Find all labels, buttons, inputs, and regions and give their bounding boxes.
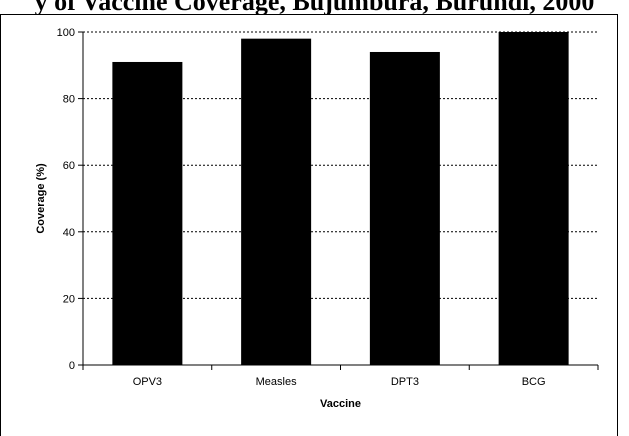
x-tick-label: Measles xyxy=(256,376,297,388)
bars xyxy=(112,32,569,365)
y-tick-label: 0 xyxy=(69,360,75,372)
chart-frame xyxy=(0,14,618,436)
tick-labels: 0 20 40 60 80 100 OPV3 Measles DPT3 BCG xyxy=(57,27,546,388)
y-axis-title: Coverage (%) xyxy=(35,163,47,234)
bar xyxy=(112,61,183,365)
bar xyxy=(498,32,569,365)
y-tick-label: 80 xyxy=(63,94,75,106)
y-tick-label: 20 xyxy=(63,293,75,305)
bar xyxy=(241,38,312,365)
chart-title-fragment: y of Vaccine Coverage, Bujumbura, Burund… xyxy=(0,0,629,14)
axes xyxy=(78,31,599,370)
y-tick-label: 100 xyxy=(57,27,75,39)
y-tick-label: 40 xyxy=(63,227,75,239)
x-tick-label: DPT3 xyxy=(391,376,419,388)
x-tick-label: OPV3 xyxy=(133,376,162,388)
y-tick-label: 60 xyxy=(63,160,75,172)
bar xyxy=(369,51,440,365)
x-tick-label: BCG xyxy=(522,376,546,388)
x-axis-title: Vaccine xyxy=(320,398,361,410)
chart-title-text: y of Vaccine Coverage, Bujumbura, Burund… xyxy=(0,0,629,14)
